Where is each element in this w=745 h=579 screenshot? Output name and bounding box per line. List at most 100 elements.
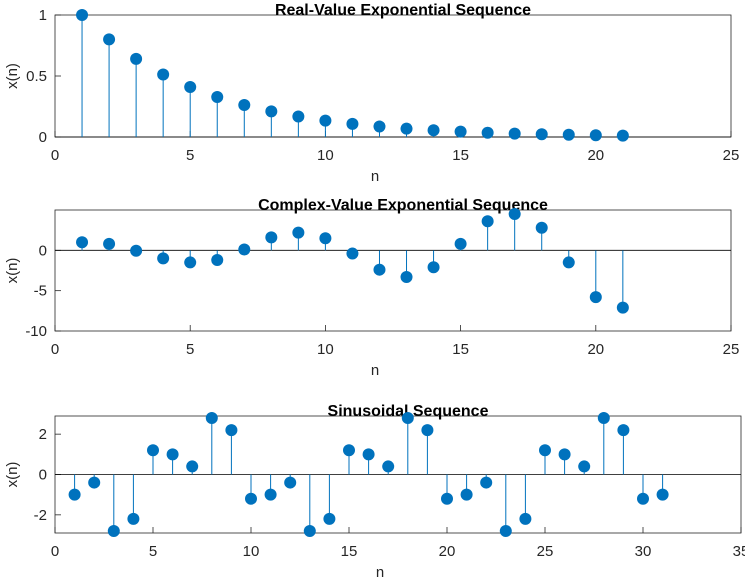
stem-marker — [427, 124, 440, 137]
x-axis-label: n — [371, 362, 379, 379]
stem-marker — [157, 252, 170, 265]
y-tick-label: 0 — [39, 129, 47, 146]
axes-frame — [54, 209, 732, 332]
stem-marker — [373, 263, 386, 276]
y-tick-label: 0.5 — [26, 68, 47, 85]
stem-marker — [508, 127, 521, 140]
x-tick-label: 10 — [317, 147, 334, 164]
stem-marker — [617, 424, 630, 437]
stem-marker — [454, 125, 467, 138]
x-tick-label: 25 — [723, 341, 740, 358]
x-tick-label: 30 — [635, 543, 652, 560]
stem-marker — [130, 244, 143, 257]
stem-marker — [427, 261, 440, 274]
stem-marker — [400, 122, 413, 135]
stem-marker — [562, 128, 575, 141]
y-tick-label: -10 — [25, 323, 47, 340]
stem-marker — [362, 448, 375, 461]
stem-marker — [454, 237, 467, 250]
x-tick-label: 15 — [341, 543, 358, 560]
stem-marker — [508, 208, 521, 221]
stem-marker — [401, 412, 414, 425]
axes-frame — [54, 14, 732, 138]
stem-marker — [284, 476, 297, 489]
x-tick-label: 10 — [243, 543, 260, 560]
stem-marker — [147, 444, 159, 457]
subplot-sinusoidal: Sinusoidal Sequence n x(n) 0 5 10 15 20 25 30 3… — [4, 403, 745, 579]
stem-marker — [597, 412, 610, 425]
stem-marker — [400, 270, 413, 283]
stem-marker — [589, 129, 602, 142]
stem-marker — [519, 512, 532, 525]
stem-marker — [211, 254, 224, 267]
y-tick-label: -2 — [34, 507, 47, 524]
stem-marker — [103, 237, 116, 250]
x-axis-label: n — [371, 168, 379, 185]
stem-marker — [578, 460, 591, 473]
stem-marker — [616, 301, 629, 314]
x-tick-label: 0 — [51, 543, 59, 560]
stem-marker — [303, 524, 316, 537]
stem-marker — [238, 99, 251, 112]
x-tick-label: 5 — [186, 147, 194, 164]
stem-marker — [68, 488, 81, 501]
stem-marker — [88, 476, 101, 489]
x-tick-label: 20 — [439, 543, 456, 560]
subplot-real-exponential: Real-Value Exponential Sequence n x(n) 0… — [4, 2, 739, 185]
stem-marker — [225, 424, 238, 437]
stem-marker — [382, 460, 395, 473]
x-tick-label: 5 — [149, 543, 157, 560]
x-tick-label: 20 — [587, 147, 604, 164]
stem-marker — [186, 460, 199, 473]
subplot-complex-exponential: Complex-Value Exponential Sequence n x(n… — [4, 197, 739, 379]
y-tick-label: 1 — [39, 7, 47, 24]
stem-marker — [127, 512, 140, 525]
x-tick-label: 15 — [452, 147, 469, 164]
stem-marker — [211, 91, 224, 104]
stem-marker — [245, 492, 257, 505]
stem-marker — [166, 448, 179, 461]
stem-marker — [264, 488, 277, 501]
y-axis-label: x(n) — [4, 63, 21, 89]
chart-title: Sinusoidal Sequence — [328, 403, 489, 420]
stem-marker — [421, 424, 434, 437]
y-tick-label: 0 — [39, 467, 47, 484]
y-tick-label: -5 — [34, 283, 47, 300]
x-tick-label: 0 — [51, 147, 59, 164]
stem-marker — [441, 492, 453, 505]
stem-marker — [184, 81, 197, 94]
stem-marker — [76, 236, 89, 249]
stem-marker — [535, 221, 548, 234]
x-axis-label: n — [376, 564, 384, 579]
stem-marker — [346, 247, 359, 260]
stem-marker — [130, 52, 143, 65]
y-axis-label: x(n) — [4, 462, 21, 488]
stem-marker — [265, 231, 278, 244]
stem-marker — [238, 243, 251, 256]
stem-marker — [346, 117, 359, 130]
x-tick-label: 10 — [317, 341, 334, 358]
stem-marker — [589, 291, 602, 304]
stem-marker — [481, 126, 494, 139]
x-tick-label: 15 — [452, 341, 469, 358]
stem-marker — [205, 412, 218, 425]
y-axis-label: x(n) — [4, 258, 21, 284]
stem-marker — [184, 256, 197, 269]
stem-marker — [499, 524, 512, 537]
stem-marker — [558, 448, 571, 461]
x-tick-label: 25 — [723, 147, 740, 164]
x-tick-label: 35 — [733, 543, 745, 560]
stem-marker — [292, 226, 305, 239]
chart-title: Complex-Value Exponential Sequence — [258, 197, 548, 214]
stem-marker — [319, 114, 332, 127]
x-tick-label: 5 — [186, 341, 194, 358]
stem-marker — [460, 488, 473, 501]
stem-marker — [562, 256, 575, 269]
stem-marker — [535, 128, 548, 141]
stem-marker — [319, 232, 332, 245]
stem-marker — [323, 512, 336, 525]
stem-marker — [480, 476, 493, 489]
stem-marker — [637, 492, 649, 505]
stem-marker — [76, 9, 89, 21]
